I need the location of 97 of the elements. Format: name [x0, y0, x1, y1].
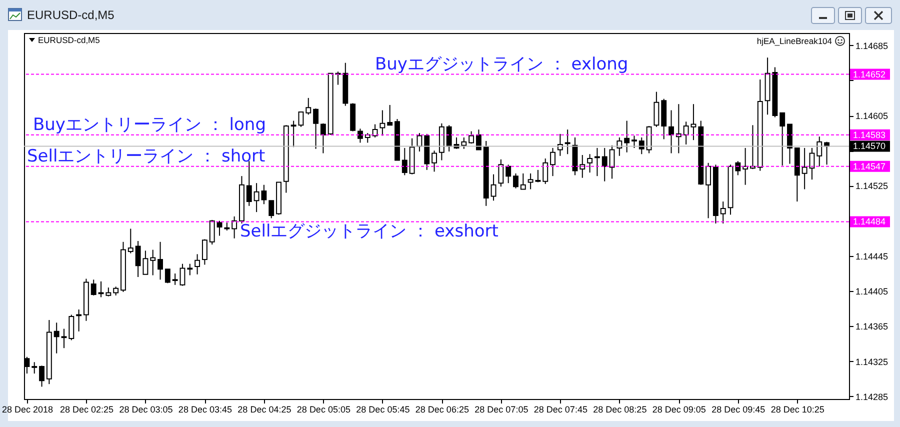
candlestick — [164, 268, 170, 284]
y-tick-label: 1.14325 — [856, 356, 888, 367]
annotation: hjEA_LineBreak104 — [756, 36, 832, 46]
candlestick — [387, 104, 393, 126]
candlestick — [490, 174, 496, 202]
candlestick — [150, 249, 156, 276]
candlestick — [54, 322, 60, 354]
text: 1.14583 — [853, 130, 886, 140]
x-tick-label: 28 Dec 03:45 — [178, 404, 232, 414]
text: 1.14652 — [853, 69, 886, 80]
candlestick — [542, 158, 548, 184]
candlestick — [690, 104, 696, 141]
candlestick — [313, 108, 319, 150]
candlestick — [232, 216, 238, 239]
x-tick-label: 28 Dec 05:05 — [296, 404, 350, 414]
candlestick — [90, 279, 96, 296]
candlestick — [180, 263, 186, 286]
candlestick — [298, 111, 304, 128]
candlestick — [624, 120, 630, 153]
candlestick — [506, 164, 512, 184]
candlestick — [202, 238, 208, 266]
candlestick — [787, 124, 792, 164]
x-tick-label: 28 Dec 07:05 — [474, 404, 528, 414]
x-tick-label: 28 Dec 03:05 — [119, 404, 173, 414]
y-tick-label: 1.14445 — [856, 251, 888, 262]
candlestick — [39, 365, 44, 388]
candlestick — [194, 254, 200, 275]
candlestick — [372, 124, 378, 138]
candlestick — [550, 147, 556, 177]
x-tick-label: 28 Dec 09:05 — [652, 404, 706, 414]
candlestick — [461, 136, 467, 150]
candlestick — [306, 97, 312, 116]
x-tick-label: 28 Dec 10:25 — [770, 404, 824, 414]
candlestick — [216, 220, 222, 236]
candlestick — [602, 147, 608, 182]
candlestick — [246, 160, 252, 206]
candlestick — [513, 172, 518, 189]
y-tick-label: 1.14285 — [856, 392, 888, 402]
candlestick — [564, 129, 570, 155]
candlestick — [32, 362, 38, 374]
candlestick — [158, 241, 163, 280]
ref-line-label: Buyエグジットライン ： exlong — [375, 54, 628, 74]
x-tick-label: 28 Dec 2018 — [2, 404, 53, 414]
candlestick — [609, 144, 615, 180]
x-tick-label: 28 Dec 08:25 — [593, 404, 647, 414]
y-tick-label: 1.14525 — [856, 181, 888, 192]
chart-title: EURUSD-cd,M5 — [38, 35, 100, 45]
x-tick-label: 28 Dec 06:25 — [415, 404, 469, 414]
candlestick — [654, 91, 660, 128]
candlestick — [68, 314, 74, 341]
text: 1.14570 — [853, 141, 886, 152]
text: 1.14484 — [853, 216, 886, 227]
candlestick — [268, 200, 274, 219]
candlestick — [290, 120, 296, 148]
y-tick-label: 1.14365 — [856, 322, 888, 332]
candlestick — [402, 147, 408, 176]
candlestick — [720, 201, 726, 224]
x-tick-label: 28 Dec 07:45 — [534, 404, 588, 414]
ref-line-label: Sellエントリーライン ： short — [27, 146, 266, 166]
candlestick — [358, 128, 363, 144]
text: 1.14547 — [853, 161, 886, 172]
candlestick — [706, 162, 712, 219]
candlestick — [616, 136, 622, 156]
candlestick — [816, 136, 822, 167]
y-tick-label: 1.14405 — [856, 286, 888, 297]
candlestick — [638, 136, 644, 155]
candlestick — [76, 308, 82, 332]
candlestick — [780, 112, 786, 166]
candlestick — [683, 121, 689, 145]
x-tick-label: 28 Dec 02:25 — [60, 404, 114, 414]
x-tick-label: 28 Dec 09:45 — [712, 404, 766, 414]
candlestick — [632, 135, 637, 148]
candlestick — [209, 219, 215, 246]
candlestick — [172, 272, 178, 286]
candlestick — [498, 158, 504, 188]
y-tick-label: 1.14685 — [856, 40, 888, 51]
candlestick — [580, 154, 586, 178]
y-tick-label: 1.14605 — [856, 111, 888, 122]
x-tick-label: 28 Dec 04:25 — [238, 404, 292, 414]
candlestick — [520, 172, 526, 190]
candlestick — [320, 122, 326, 154]
x-tick-label: 28 Dec 05:45 — [356, 404, 410, 414]
candlestick — [61, 328, 67, 349]
candlestick — [128, 228, 134, 254]
candlestick — [432, 150, 437, 172]
candlestick — [446, 124, 452, 152]
candlestick — [735, 160, 741, 176]
candlestick — [646, 126, 652, 154]
ref-line-label: Buyエントリーライン ： long — [33, 114, 266, 135]
candlestick — [380, 110, 386, 136]
chart-title: EURUSD-cd,M5 — [27, 8, 114, 22]
candlestick — [416, 132, 422, 152]
candlestick — [187, 263, 193, 276]
candlestick — [668, 110, 674, 154]
candlestick — [468, 130, 474, 144]
candlestick — [587, 154, 593, 174]
ref-line-label: Sellエグジットライン ： exshort — [240, 222, 499, 242]
